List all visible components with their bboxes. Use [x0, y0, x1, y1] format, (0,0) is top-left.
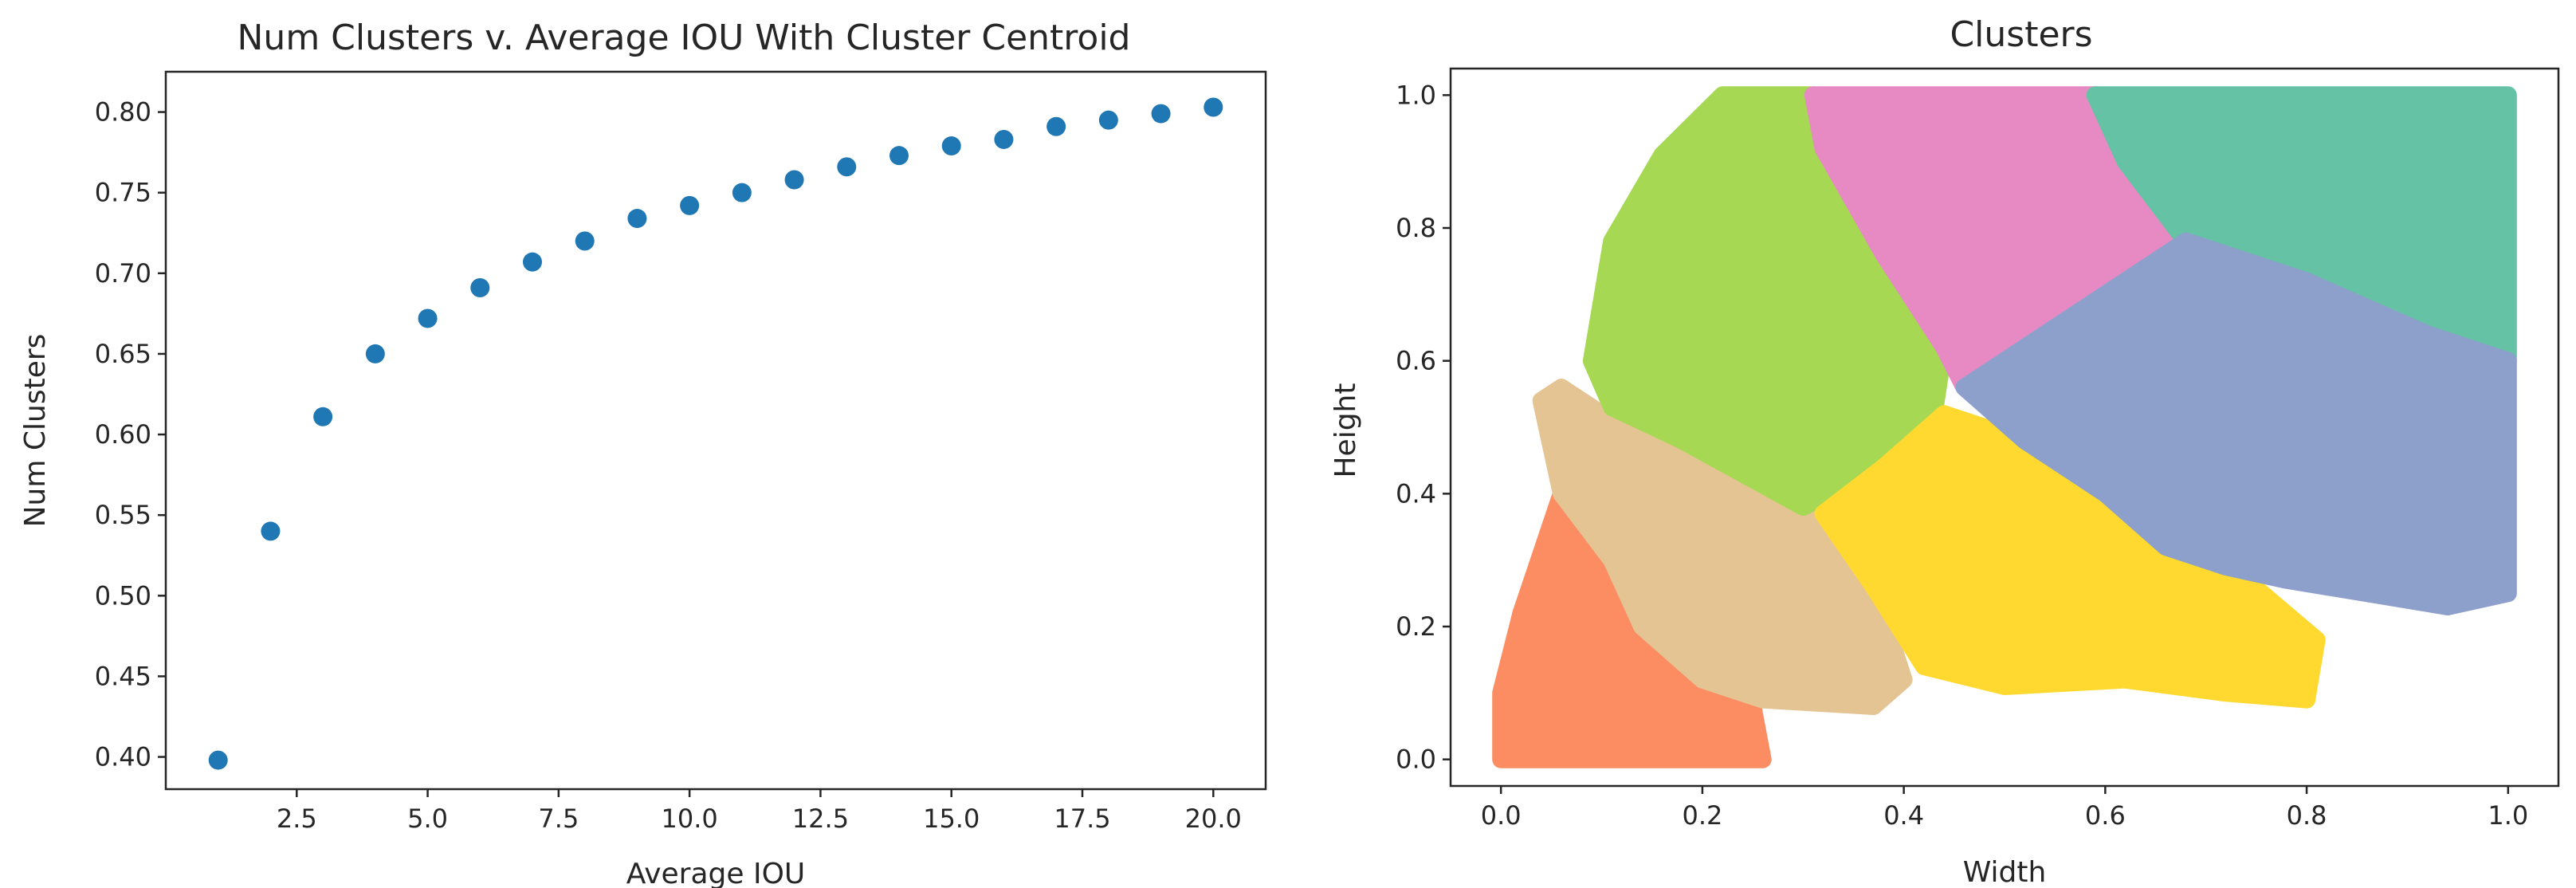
clusters-chart-frame: [1449, 67, 2560, 788]
y-tick-label: 0.60: [95, 419, 151, 450]
y-tick-label: 0.55: [95, 500, 151, 530]
x-tick-label: 17.5: [1054, 804, 1110, 834]
x-tick-label: 0.2: [1682, 800, 1722, 831]
iou-chart-frame: [164, 70, 1267, 791]
x-tick-label: 7.5: [538, 804, 579, 834]
clusters-chart: Clusters 0.0 0.2 0.4 0.6 0.8 1.0 0.0 0.2 0.4 0.6…: [1329, 14, 2560, 888]
cluster-region-7: [1955, 232, 2517, 615]
iou-point: [208, 750, 228, 770]
x-tick-label: 0.8: [2287, 800, 2327, 831]
iou-chart-y-label: Num Clusters: [19, 334, 52, 528]
iou-point: [941, 136, 961, 156]
iou-point: [470, 278, 490, 298]
x-tick-label: 5.0: [407, 804, 448, 834]
iou-chart-title: Num Clusters v. Average IOU With Cluster…: [238, 18, 1131, 58]
clusters-chart-y-ticks: 0.0 0.2 0.4 0.6 0.8 1.0: [1396, 80, 1451, 775]
iou-point: [889, 146, 909, 166]
y-tick-label: 0.45: [95, 661, 151, 691]
y-tick-label: 0.40: [95, 742, 151, 772]
y-tick-label: 0.8: [1396, 213, 1436, 243]
x-tick-label: 0.4: [1883, 800, 1924, 831]
clusters-chart-y-label: Height: [1329, 383, 1362, 477]
x-tick-label: 1.0: [2488, 800, 2528, 831]
y-tick-label: 0.70: [95, 258, 151, 289]
clusters-chart-x-ticks: 0.0 0.2 0.4 0.6 0.8 1.0: [1481, 786, 2528, 831]
x-tick-label: 0.6: [2085, 800, 2126, 831]
y-tick-label: 0.4: [1396, 478, 1436, 509]
iou-point: [261, 521, 281, 541]
y-tick-label: 0.80: [95, 97, 151, 128]
iou-point: [680, 195, 700, 215]
x-tick-label: 12.5: [792, 804, 849, 834]
y-tick-label: 0.6: [1396, 346, 1436, 376]
iou-point: [523, 252, 542, 272]
x-tick-label: 15.0: [923, 804, 980, 834]
x-tick-label: 2.5: [277, 804, 317, 834]
iou-chart-y-ticks: 0.40 0.45 0.50 0.55 0.60 0.65 0.70 0.75 0.80: [95, 97, 166, 772]
iou-point: [365, 344, 385, 363]
iou-point: [1098, 110, 1118, 130]
y-tick-label: 0.0: [1396, 745, 1436, 775]
y-tick-label: 1.0: [1396, 80, 1436, 110]
iou-chart-x-label: Average IOU: [626, 858, 806, 888]
iou-point: [1046, 116, 1066, 136]
x-tick-label: 20.0: [1185, 804, 1242, 834]
iou-chart-points: [208, 97, 1223, 770]
x-tick-label: 0.0: [1481, 800, 1522, 831]
iou-point: [1204, 97, 1223, 117]
y-tick-label: 0.65: [95, 339, 151, 369]
iou-chart-x-ticks: 2.5 5.0 7.5 10.0 12.5 15.0 17.5 20.0: [277, 789, 1242, 834]
iou-point: [732, 183, 752, 202]
iou-point: [575, 231, 595, 251]
iou-chart: Num Clusters v. Average IOU With Cluster…: [19, 18, 1267, 888]
x-tick-label: 10.0: [662, 804, 718, 834]
iou-point: [1151, 104, 1171, 124]
clusters-chart-title: Clusters: [1950, 14, 2092, 55]
iou-point: [784, 170, 804, 190]
iou-point: [313, 407, 333, 426]
iou-point: [627, 209, 647, 229]
iou-point: [994, 129, 1014, 149]
iou-point: [837, 157, 857, 177]
clusters-chart-x-label: Width: [1963, 856, 2047, 888]
y-tick-label: 0.2: [1396, 611, 1436, 642]
clusters-chart-regions: [1492, 86, 2517, 768]
y-tick-label: 0.50: [95, 580, 151, 611]
iou-point: [418, 308, 438, 328]
y-tick-label: 0.75: [95, 178, 151, 208]
